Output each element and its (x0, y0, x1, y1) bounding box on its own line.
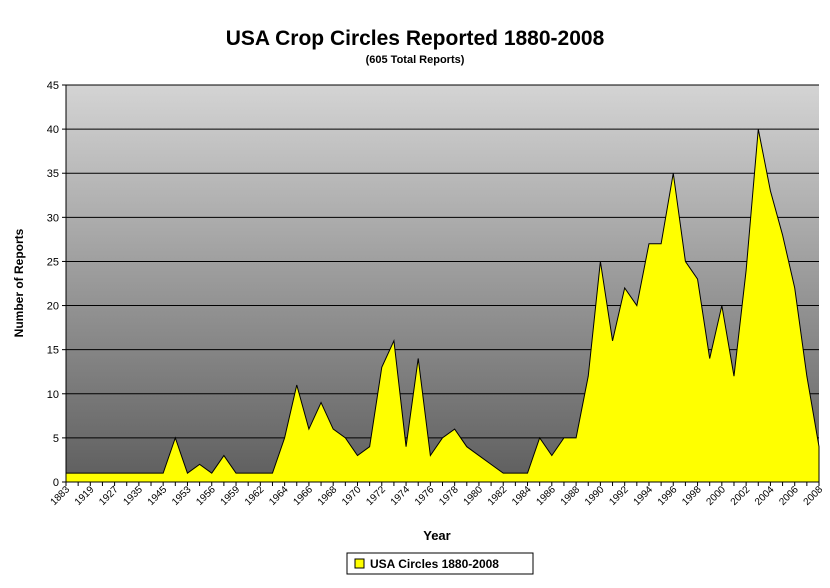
chart-subtitle: (605 Total Reports) (366, 54, 465, 66)
legend-swatch (354, 558, 365, 569)
chart-title: USA Crop Circles Reported 1880-2008 (226, 27, 605, 50)
y-tick-label: 15 (47, 345, 59, 357)
y-tick-label: 35 (47, 168, 59, 180)
legend-label: USA Circles 1880-2008 (370, 557, 499, 571)
y-axis-label: Number of Reports (12, 228, 26, 337)
y-tick-label: 30 (47, 212, 59, 224)
y-tick-label: 0 (53, 477, 59, 489)
x-axis-label: Year (423, 528, 450, 543)
legend: USA Circles 1880-2008 (346, 552, 534, 575)
y-tick-label: 20 (47, 301, 59, 313)
y-tick-label: 5 (53, 433, 59, 445)
y-tick-label: 10 (47, 389, 59, 401)
y-tick-label: 25 (47, 256, 59, 268)
y-tick-label: 40 (47, 124, 59, 136)
legend-box (346, 552, 534, 575)
area (65, 129, 820, 483)
y-tick-label: 45 (47, 80, 59, 92)
